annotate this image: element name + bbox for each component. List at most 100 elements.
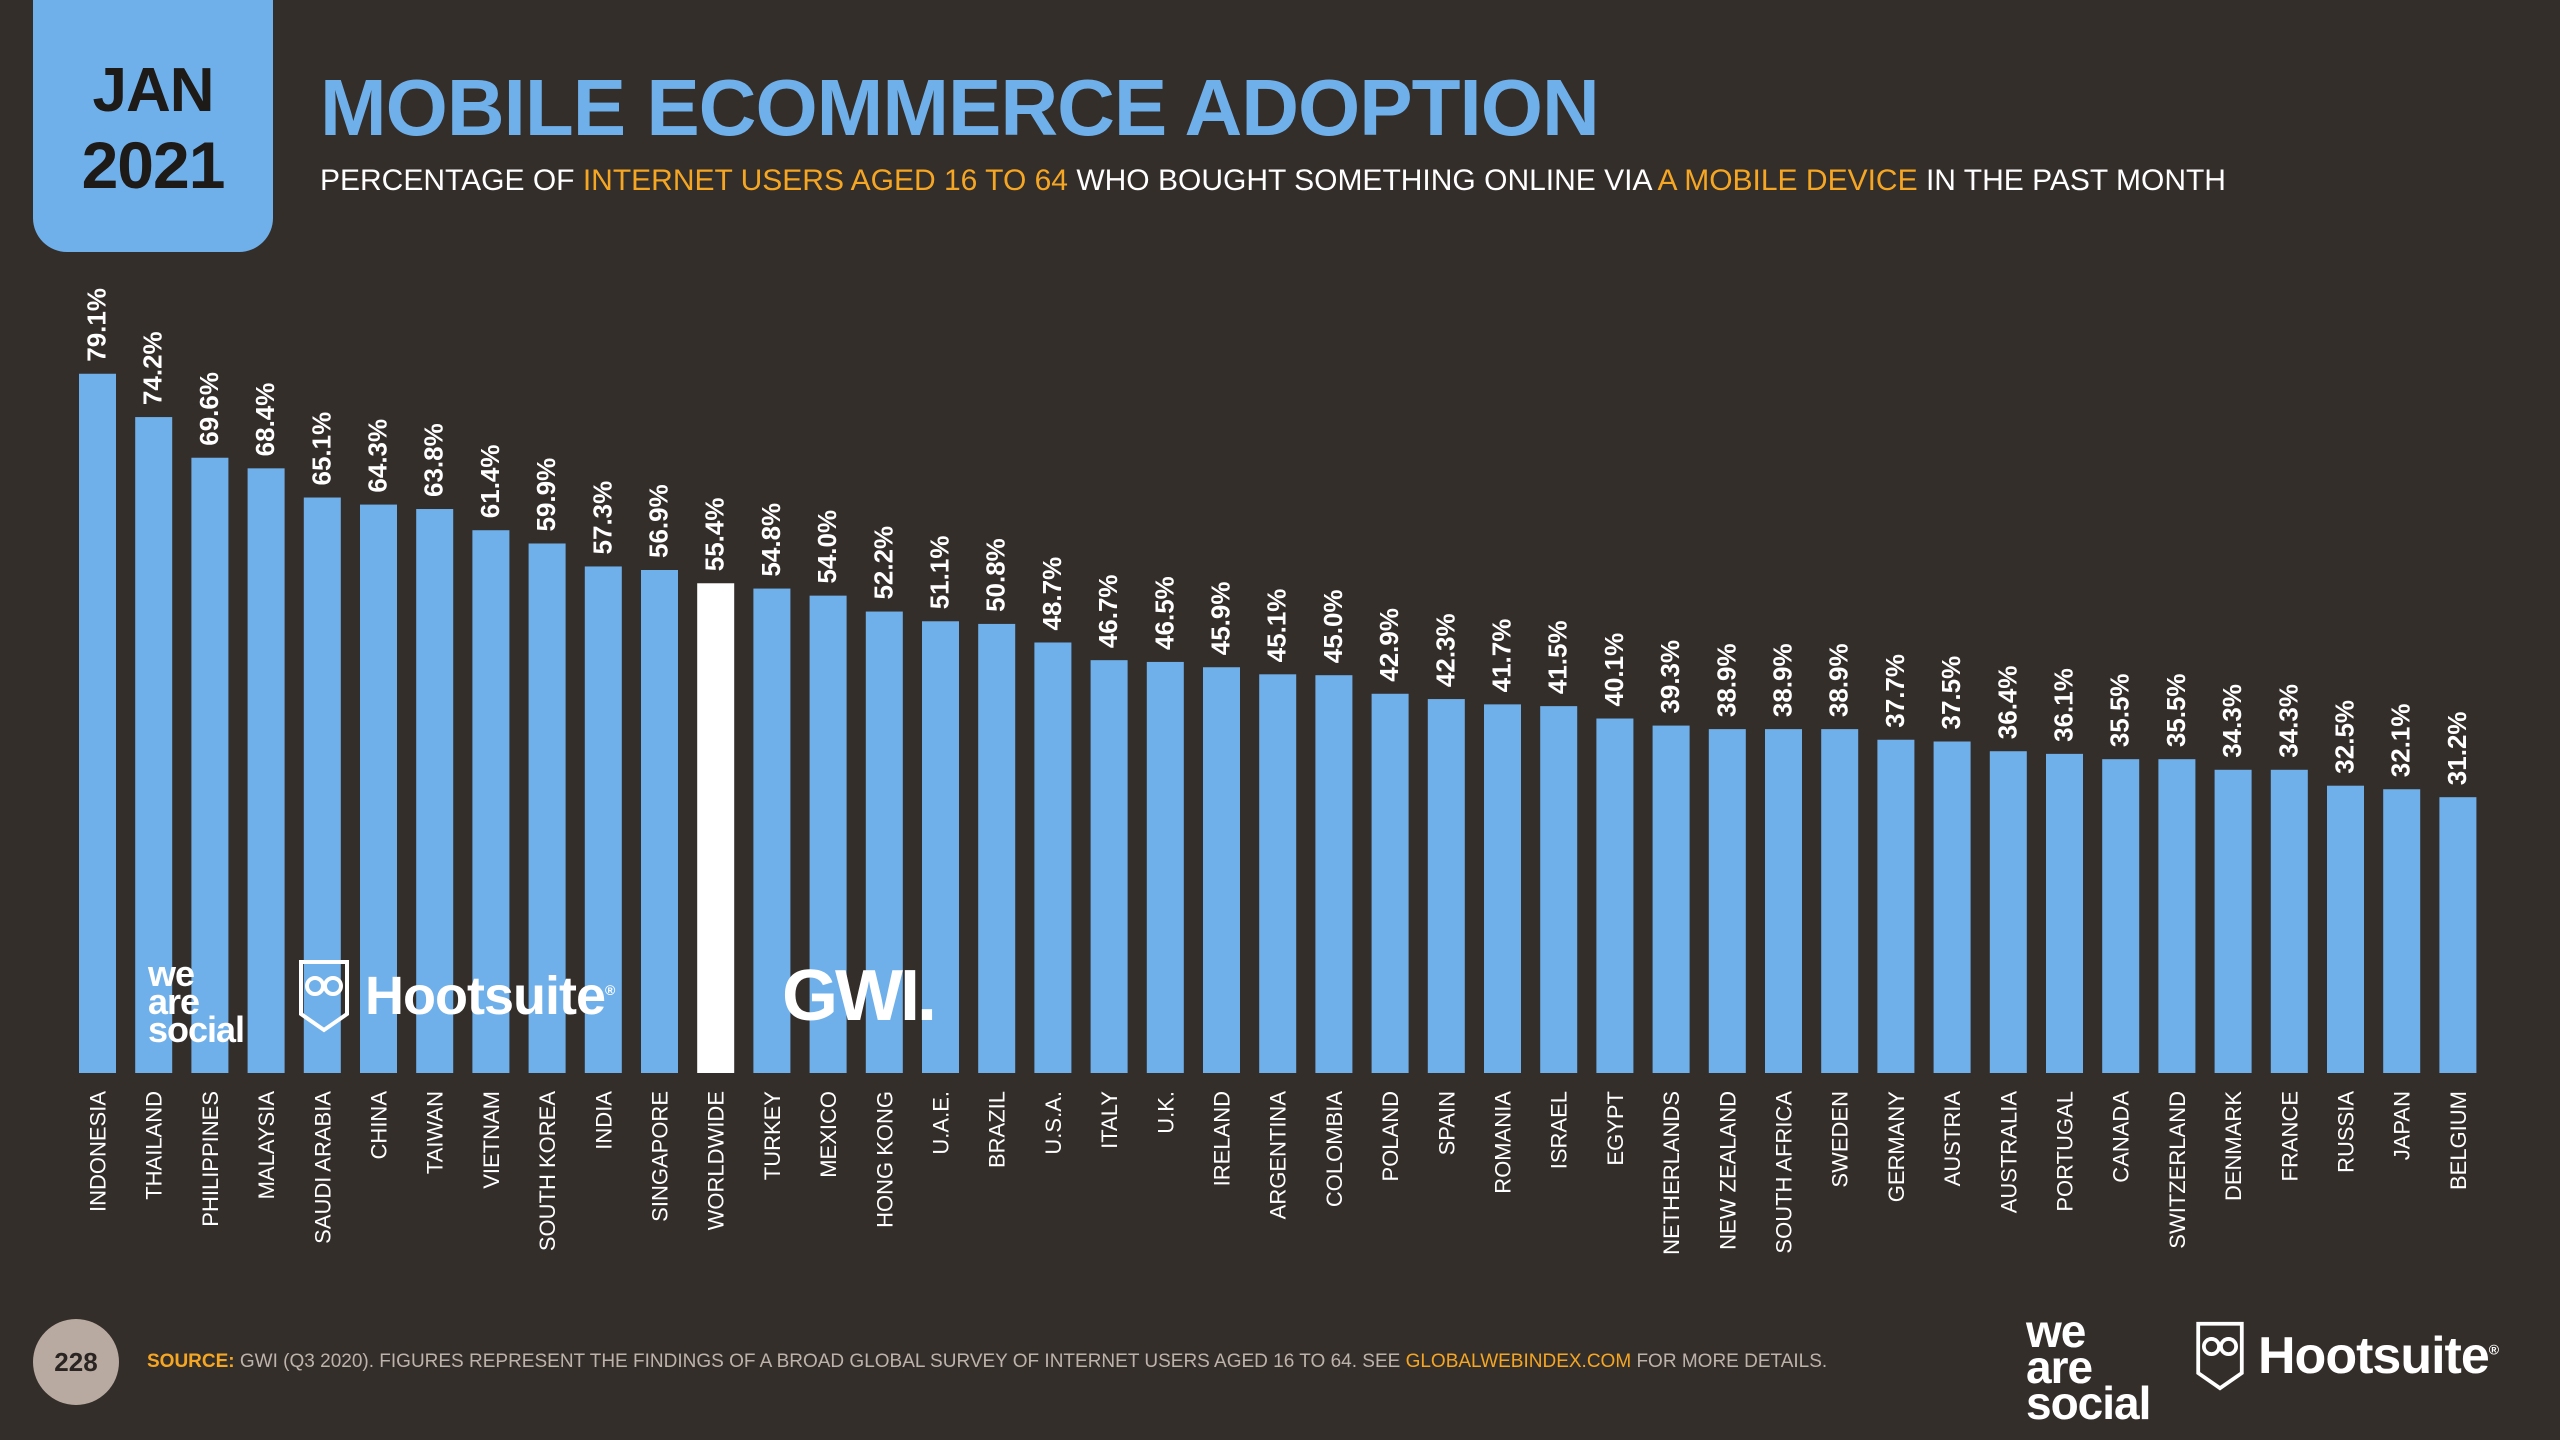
value-label: 36.4% xyxy=(1992,665,2022,739)
value-label: 31.2% xyxy=(2442,711,2472,785)
page-subtitle: PERCENTAGE OF INTERNET USERS AGED 16 TO … xyxy=(320,164,2226,198)
bar-russia xyxy=(2327,785,2364,1073)
value-label: 56.9% xyxy=(644,484,674,558)
category-label: TURKEY xyxy=(760,1091,785,1181)
category-label: RUSSIA xyxy=(2334,1091,2359,1173)
bar-u-s-a xyxy=(1034,642,1072,1073)
bar-south-korea xyxy=(528,543,566,1073)
source-label: SOURCE: xyxy=(147,1351,235,1372)
bar-new-zealand xyxy=(1708,729,1746,1073)
value-label: 41.5% xyxy=(1543,620,1573,694)
bar-taiwan xyxy=(416,509,454,1073)
bar-u-k xyxy=(1146,661,1184,1073)
hootsuite-logo: Hootsuite® xyxy=(297,958,615,1034)
footer-we-are-social-logo: we are social xyxy=(2026,1305,2151,1429)
source-link[interactable]: GLOBALWEBINDEX.COM xyxy=(1405,1351,1632,1372)
category-label: CHINA xyxy=(367,1091,392,1160)
category-label: U.A.E. xyxy=(929,1091,954,1155)
bar-philippines xyxy=(191,457,229,1074)
category-label: NETHERLANDS xyxy=(1659,1091,1684,1255)
category-label: INDONESIA xyxy=(86,1091,111,1212)
source-note: SOURCE: GWI (Q3 2020). FIGURES REPRESENT… xyxy=(147,1351,1827,1373)
footer-hootsuite-logo: Hootsuite® xyxy=(2194,1320,2499,1392)
category-label: DENMARK xyxy=(2221,1091,2246,1201)
bar-worldwide xyxy=(697,583,735,1073)
bar-italy xyxy=(1090,660,1128,1073)
date-tab: JAN 2021 xyxy=(33,0,273,252)
value-label: 45.9% xyxy=(1206,582,1236,656)
bar-mexico xyxy=(809,595,847,1073)
bar-israel xyxy=(1540,706,1578,1073)
we-are-social-logo: we are social xyxy=(148,955,245,1047)
footer-hootsuite-wordmark: Hootsuite xyxy=(2258,1327,2490,1385)
bar-argentina xyxy=(1259,674,1297,1073)
footer-registered-mark: ® xyxy=(2488,1341,2499,1358)
value-label: 45.0% xyxy=(1318,589,1348,663)
subtitle-part-3: IN THE PAST MONTH xyxy=(1917,164,2226,197)
category-label: WORLDWIDE xyxy=(704,1091,729,1230)
bar-austria xyxy=(1933,741,1971,1073)
category-label: FRANCE xyxy=(2277,1091,2302,1181)
bar-u-a-e xyxy=(922,621,959,1073)
bar-germany xyxy=(1877,739,1915,1073)
bar-hong-kong xyxy=(865,611,903,1073)
footer-logo-word-social: social xyxy=(2026,1376,2151,1429)
value-label: 55.4% xyxy=(700,498,730,572)
value-label: 57.3% xyxy=(587,481,617,555)
value-label: 42.9% xyxy=(1374,608,1404,682)
bar-netherlands xyxy=(1652,725,1690,1073)
category-label: INDIA xyxy=(591,1091,616,1150)
bar-poland xyxy=(1371,693,1409,1073)
value-label: 69.6% xyxy=(194,372,224,446)
date-year: 2021 xyxy=(81,128,226,202)
value-label: 45.1% xyxy=(1262,589,1292,663)
bar-australia xyxy=(1989,751,2027,1073)
category-label: SWEDEN xyxy=(1828,1091,1853,1188)
value-label: 52.2% xyxy=(868,526,898,600)
bar-romania xyxy=(1484,704,1521,1073)
bar-spain xyxy=(1427,699,1465,1073)
category-label: SOUTH AFRICA xyxy=(1772,1091,1797,1254)
value-label: 79.1% xyxy=(82,288,112,362)
value-label: 51.1% xyxy=(925,536,955,610)
category-label: PHILIPPINES xyxy=(198,1091,223,1227)
category-label: VIETNAM xyxy=(479,1091,504,1189)
bar-thailand xyxy=(135,417,173,1073)
bar-egypt xyxy=(1596,718,1634,1073)
category-label: ARGENTINA xyxy=(1266,1091,1291,1220)
category-label: SPAIN xyxy=(1434,1091,1459,1155)
source-text: GWI (Q3 2020). FIGURES REPRESENT THE FIN… xyxy=(234,1351,1406,1372)
value-label: 74.2% xyxy=(138,331,168,405)
category-label: GERMANY xyxy=(1884,1091,1909,1203)
bar-indonesia xyxy=(79,373,116,1074)
footer-logo-word-we: we xyxy=(2026,1305,2086,1357)
category-label: BELGIUM xyxy=(2446,1091,2471,1190)
category-label: JAPAN xyxy=(2390,1091,2415,1160)
value-label: 37.7% xyxy=(1880,654,1910,728)
bar-ireland xyxy=(1203,667,1240,1073)
category-label: SOUTH KOREA xyxy=(535,1091,560,1251)
value-label: 34.3% xyxy=(2273,684,2303,758)
value-label: 48.7% xyxy=(1037,557,1067,631)
value-label: 59.9% xyxy=(531,458,561,532)
category-label: HONG KONG xyxy=(872,1091,897,1228)
value-label: 32.5% xyxy=(2330,700,2360,774)
value-label: 38.9% xyxy=(1711,643,1741,717)
value-label: 46.7% xyxy=(1093,574,1123,648)
value-label: 39.3% xyxy=(1655,640,1685,714)
category-label: MALAYSIA xyxy=(254,1091,279,1200)
bar-south-africa xyxy=(1765,729,1802,1073)
value-label: 38.9% xyxy=(1768,643,1798,717)
category-label: SAUDI ARABIA xyxy=(310,1091,335,1244)
registered-mark: ® xyxy=(605,982,615,998)
value-label: 54.0% xyxy=(812,510,842,584)
date-month: JAN xyxy=(92,56,214,125)
category-label: CANADA xyxy=(2109,1091,2134,1183)
bar-japan xyxy=(2383,789,2421,1073)
value-label: 65.1% xyxy=(306,412,336,486)
value-label: 38.9% xyxy=(1824,643,1854,717)
bar-china xyxy=(360,504,397,1073)
value-label: 34.3% xyxy=(2217,684,2247,758)
category-label: AUSTRIA xyxy=(1940,1091,1965,1187)
